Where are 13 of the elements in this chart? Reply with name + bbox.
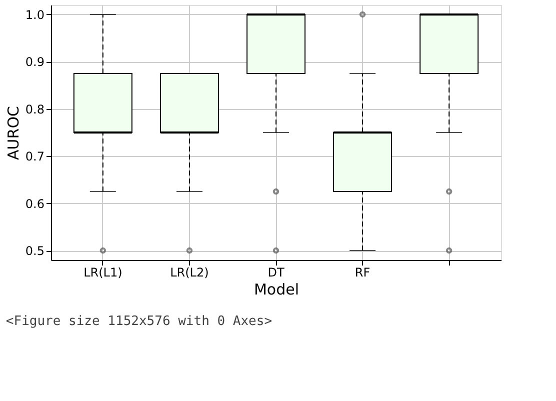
y-axis-title: AUROC [4,106,22,160]
y-tick-label: 1.0 [25,8,44,22]
x-axis-title: Model [254,280,300,298]
x-tick-label: LR(L2) [170,266,209,280]
y-tick-label: 0.5 [25,244,44,258]
text: <Figure size 1152x576 with 0 Axes> [6,314,272,329]
y-tick-label: 0.6 [25,196,44,211]
x-tick-label: DT [268,266,285,280]
x-tick-label: RF [354,266,370,280]
y-tick-label: 0.8 [25,102,44,116]
x-tick-label: LR(L1) [84,266,122,280]
y-tick-label: 0.9 [25,55,44,70]
y-tick-label: 0.7 [25,150,44,164]
